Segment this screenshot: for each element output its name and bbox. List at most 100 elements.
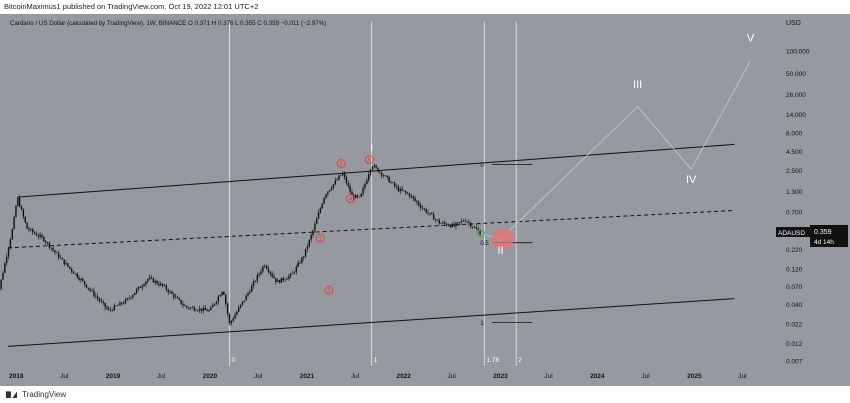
candle-body <box>87 287 90 289</box>
candle-body <box>5 256 8 264</box>
candle-body <box>442 222 444 224</box>
candle-body <box>291 272 294 274</box>
candle-body <box>158 283 160 286</box>
candle-body <box>89 288 91 291</box>
candle-body <box>392 182 394 183</box>
candle-body <box>247 293 249 296</box>
candle-body <box>202 307 205 311</box>
candle-body <box>186 306 188 308</box>
candle-body <box>48 242 51 248</box>
candle-body <box>447 225 450 227</box>
candle-body <box>67 263 69 267</box>
candle-body <box>173 293 175 298</box>
candle-body <box>265 265 268 269</box>
x-tick-label: 2022 <box>396 373 411 380</box>
candle-body <box>161 283 164 286</box>
candle-body <box>150 277 153 279</box>
candle-body <box>111 309 114 311</box>
candle-body <box>78 277 80 280</box>
candle-body <box>50 247 52 249</box>
subwave-circle <box>324 285 334 295</box>
candle-body <box>7 248 10 257</box>
candle-body <box>15 206 17 217</box>
candle-body <box>351 191 353 195</box>
candle-body <box>252 281 255 286</box>
candle-body <box>134 292 136 296</box>
x-tick-label: Jul <box>544 373 553 380</box>
candle-body <box>226 303 229 314</box>
candle-body <box>26 222 28 229</box>
price-tag-symbol: ADAUSD <box>778 230 805 237</box>
target-zone-circle <box>491 228 514 251</box>
candle-body <box>393 182 396 187</box>
candle-body <box>59 257 62 259</box>
candle-body <box>106 307 108 309</box>
candle-body <box>31 229 34 233</box>
candle-body <box>366 180 368 185</box>
candle-body <box>182 304 184 306</box>
candle-body <box>371 166 374 170</box>
candle-body <box>221 291 223 296</box>
candle-body <box>264 265 266 267</box>
candle-body <box>215 301 218 304</box>
candle-body <box>251 285 253 292</box>
candle-body <box>130 297 132 299</box>
candle-body <box>410 196 413 197</box>
x-tick-label: Jul <box>448 373 457 380</box>
x-tick-label: 2018 <box>9 373 24 380</box>
candle-body <box>386 175 388 178</box>
vertical-line-label: 1.78 <box>486 357 499 364</box>
y-tick-label: 0.007 <box>786 359 803 366</box>
wave-label: V <box>747 32 755 44</box>
candle-body <box>269 271 271 274</box>
x-tick-label: 2021 <box>300 373 315 380</box>
candle-body <box>399 188 401 192</box>
candle-body <box>377 167 379 172</box>
candle-body <box>405 191 407 193</box>
candle-body <box>124 299 127 304</box>
candle-body <box>304 249 307 257</box>
candle-body <box>232 318 234 321</box>
candle-body <box>46 242 49 244</box>
subwave-label: 5 <box>368 158 372 164</box>
candle-body <box>449 225 452 228</box>
candle-body <box>445 223 448 226</box>
candle-body <box>199 308 201 311</box>
vertical-line-label: 0 <box>231 357 235 364</box>
candle-body <box>104 302 106 308</box>
projection <box>480 60 751 251</box>
candle-body <box>334 180 336 185</box>
candle-body <box>238 307 240 312</box>
candle-body <box>102 301 104 303</box>
candle-body <box>419 205 422 208</box>
candle-body <box>401 188 403 191</box>
candle-body <box>156 281 158 284</box>
candle-body <box>210 307 212 311</box>
candle-body <box>100 300 103 302</box>
fib-level-label: 1 <box>480 321 484 327</box>
candle-body <box>187 307 190 309</box>
candle-body <box>444 222 446 224</box>
candle-body <box>0 279 2 289</box>
candle-body <box>234 314 236 319</box>
candle-body <box>380 172 383 176</box>
candle-body <box>109 309 112 311</box>
candle-body <box>354 195 357 198</box>
candle-body <box>108 308 110 310</box>
candle-body <box>421 207 424 209</box>
candle-body <box>336 179 338 181</box>
subwave-label: 1 <box>318 236 322 242</box>
tradingview-logo-icon <box>6 391 17 399</box>
candle-body <box>145 281 147 285</box>
x-axis: 2018 Jul 2019 Jul 2020 Jul 2021 Jul 2022 Jul 2023 J… <box>9 373 747 380</box>
subwave-label: 3 <box>339 162 343 168</box>
candle-body <box>395 186 398 188</box>
candle-body <box>28 228 30 231</box>
y-tick-label: 0.022 <box>786 321 803 328</box>
candle-body <box>69 266 71 269</box>
candle-body <box>76 273 78 278</box>
candle-body <box>122 303 125 304</box>
candle-body <box>121 302 123 304</box>
candle-body <box>403 190 405 192</box>
